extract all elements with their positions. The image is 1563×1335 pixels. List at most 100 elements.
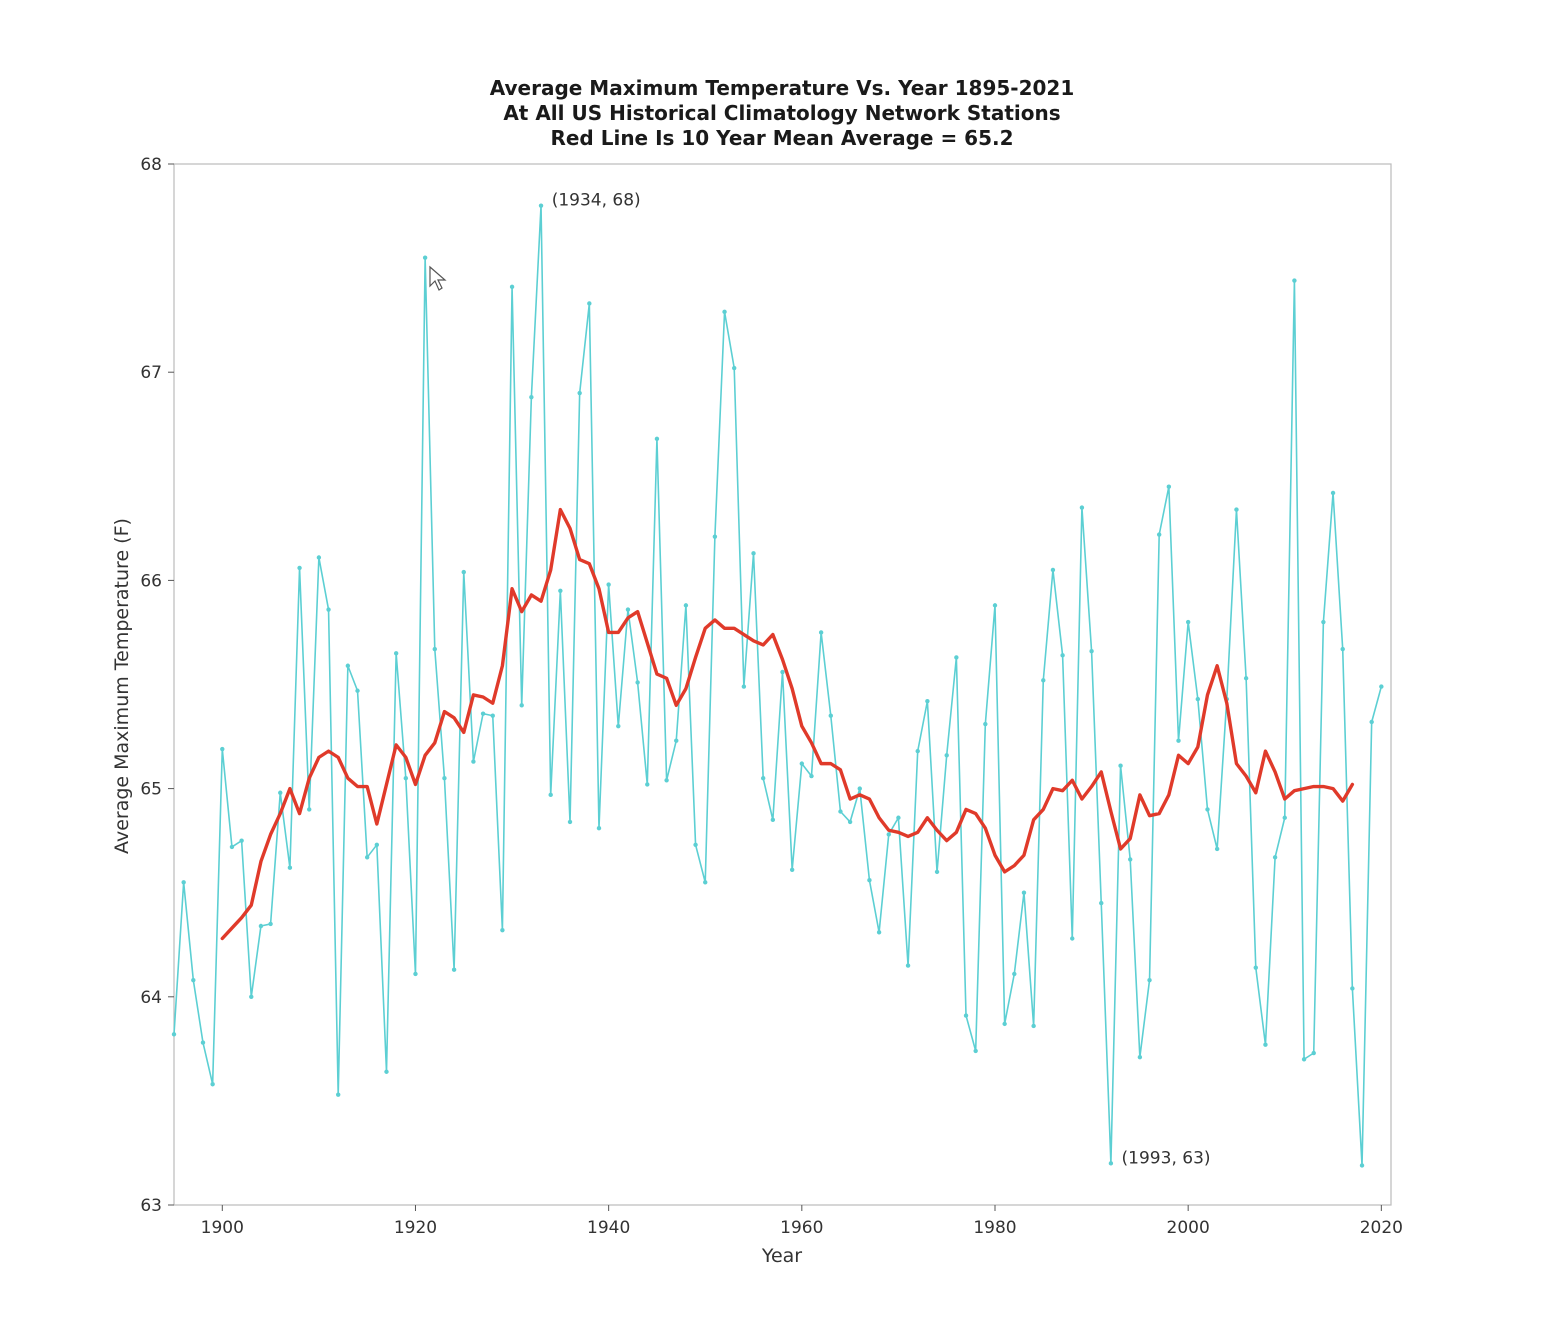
- x-tick-label: 2000: [1167, 1218, 1210, 1238]
- data-point: [181, 880, 186, 885]
- x-tick-label: 2020: [1360, 1218, 1403, 1238]
- data-point: [567, 819, 573, 825]
- data-point: [403, 775, 409, 781]
- y-tick-label: 64: [140, 988, 162, 1008]
- data-point: [760, 775, 766, 781]
- data-point: [780, 669, 785, 675]
- data-annotation: (1934, 68): [552, 191, 641, 211]
- data-point: [316, 555, 322, 560]
- chart-title-line-2: At All US Historical Climatology Network…: [503, 101, 1060, 125]
- data-point: [1118, 763, 1123, 768]
- x-axis-label: Year: [761, 1245, 802, 1267]
- data-point: [364, 855, 370, 860]
- data-point: [857, 786, 862, 791]
- data-point: [538, 203, 544, 208]
- data-point: [722, 309, 727, 315]
- data-point: [1099, 900, 1104, 906]
- data-point: [1301, 1057, 1307, 1062]
- data-point: [268, 921, 273, 927]
- data-point: [1060, 653, 1065, 658]
- chart-title-line-3: Red Line Is 10 Year Mean Average = 65.2: [550, 126, 1013, 150]
- data-point: [905, 963, 911, 968]
- data-point: [1214, 846, 1220, 852]
- y-tick-label: 63: [140, 1196, 162, 1216]
- data-point: [925, 698, 930, 704]
- data-point: [1195, 696, 1201, 702]
- data-point: [171, 1032, 177, 1037]
- data-point: [1012, 971, 1017, 977]
- data-point: [867, 878, 872, 883]
- data-point: [809, 773, 814, 779]
- data-point: [1021, 890, 1027, 895]
- data-point: [355, 688, 360, 693]
- data-point: [249, 994, 254, 999]
- y-tick-label: 65: [140, 780, 162, 800]
- data-point: [287, 865, 293, 870]
- chart-title: Average Maximum Temperature Vs. Year 189…: [490, 76, 1075, 150]
- data-point: [1041, 678, 1046, 683]
- data-point: [1108, 1161, 1114, 1166]
- data-point: [1156, 532, 1162, 537]
- data-point: [770, 817, 776, 823]
- annual-temperature-line: [173, 204, 1383, 1167]
- data-point: [954, 655, 959, 660]
- x-axis-ticks: 1900 1920 1940 1960 1980 2000 2020: [201, 1205, 1403, 1238]
- data-point: [519, 703, 524, 708]
- mouse-cursor-icon: [429, 265, 447, 291]
- data-point: [625, 607, 631, 612]
- data-point: [1330, 490, 1336, 496]
- data-point: [944, 753, 949, 758]
- x-tick-label: 1940: [587, 1218, 630, 1238]
- data-point: [1369, 719, 1374, 725]
- data-point: [577, 390, 582, 396]
- y-tick-label: 67: [140, 363, 162, 383]
- data-point: [693, 842, 698, 848]
- data-point: [210, 1082, 215, 1087]
- data-point: [1147, 977, 1152, 983]
- data-point: [1253, 965, 1258, 970]
- data-point: [587, 301, 592, 306]
- data-point: [1050, 567, 1056, 573]
- data-point: [1176, 738, 1181, 743]
- annotation-layer: (1934, 68) (1993, 63): [552, 191, 1211, 1169]
- data-point: [606, 582, 611, 587]
- data-point: [258, 923, 264, 929]
- data-point: [645, 782, 650, 787]
- data-point: [992, 603, 998, 608]
- data-point: [1205, 807, 1210, 812]
- data-point: [1340, 646, 1345, 652]
- data-point: [1311, 1050, 1316, 1056]
- y-axis-ticks: 63 64 65 66 67 68: [140, 155, 174, 1216]
- series-layer: [171, 203, 1384, 1168]
- x-tick-label: 1980: [973, 1218, 1016, 1238]
- x-tick-label: 1920: [394, 1218, 437, 1238]
- data-point: [1272, 855, 1278, 860]
- data-point: [558, 588, 563, 594]
- x-tick-label: 1960: [780, 1218, 823, 1238]
- data-point: [278, 790, 283, 795]
- data-point: [326, 607, 331, 612]
- data-point: [461, 569, 466, 575]
- data-point: [297, 565, 302, 571]
- data-point: [1234, 507, 1239, 512]
- data-point: [509, 284, 515, 290]
- data-point: [1185, 619, 1191, 625]
- data-point: [220, 746, 225, 752]
- data-point: [345, 663, 351, 668]
- data-point: [336, 1092, 341, 1097]
- data-point: [451, 967, 457, 972]
- data-point: [886, 832, 891, 837]
- data-point: [413, 971, 418, 977]
- data-point: [915, 748, 920, 754]
- data-point: [480, 711, 486, 716]
- y-tick-label: 66: [140, 571, 162, 591]
- data-point: [471, 759, 476, 764]
- data-point: [1166, 484, 1172, 489]
- data-point: [1137, 1054, 1143, 1060]
- data-point: [838, 809, 843, 814]
- data-point: [1128, 857, 1133, 862]
- data-point: [548, 792, 553, 798]
- data-point: [799, 761, 805, 766]
- data-point: [374, 842, 380, 848]
- data-point: [1070, 936, 1075, 941]
